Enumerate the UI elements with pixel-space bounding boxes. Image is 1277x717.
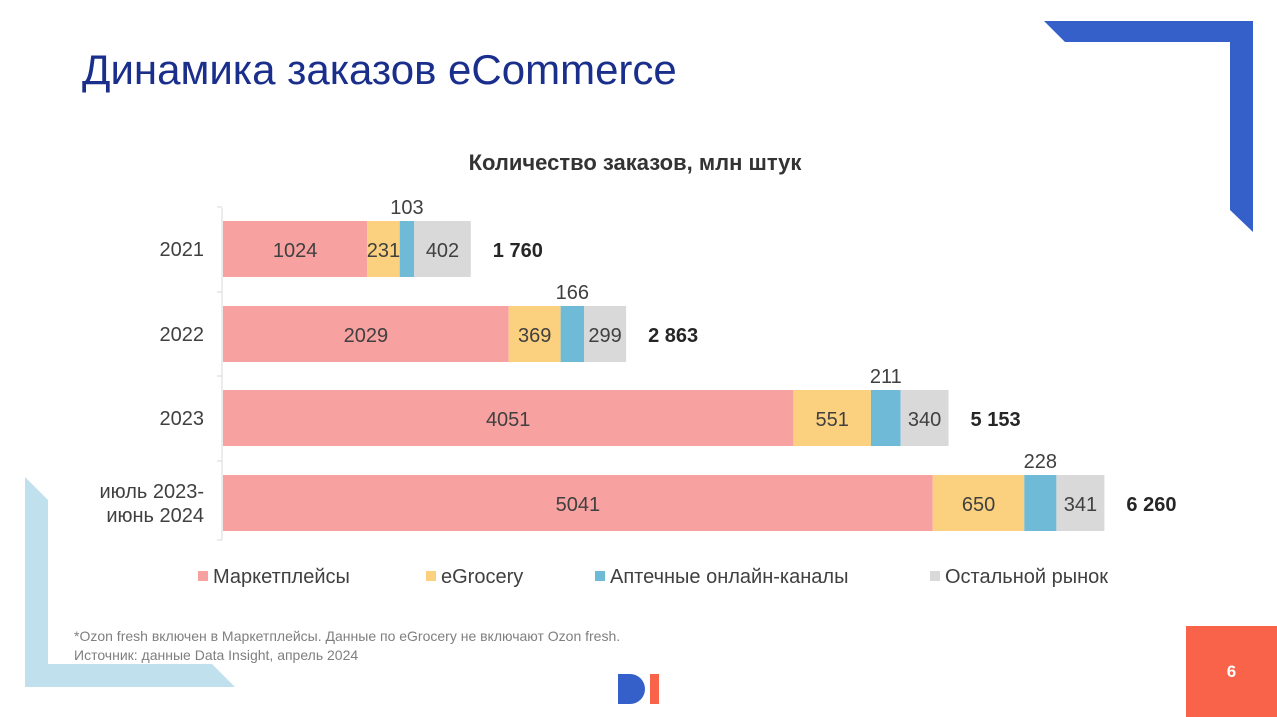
bar-segment [399, 221, 415, 277]
data-label: 340 [908, 409, 941, 431]
bar-segment [223, 221, 368, 277]
total-label: 5 153 [971, 409, 1021, 431]
data-label: 341 [1064, 494, 1097, 516]
slide-title: Динамика заказов eCommerce [82, 46, 677, 93]
legend-item: Аптечные онлайн-каналы [595, 566, 848, 589]
chart-title: Количество заказов, млн штук [468, 150, 802, 175]
data-label: 299 [588, 325, 621, 347]
data-insight-logo [618, 674, 659, 704]
legend-label: Остальной рынок [945, 566, 1109, 588]
bar-segment [414, 221, 471, 277]
legend-label: Маркетплейсы [213, 566, 350, 588]
bar-segment [367, 221, 400, 277]
bar-segment [508, 306, 561, 362]
category-label: 2023 [160, 408, 205, 430]
legend-swatch [198, 571, 208, 581]
legend-item: eGrocery [426, 566, 523, 589]
data-label: 402 [426, 240, 459, 262]
bar-segment [223, 390, 794, 446]
data-label: 231 [367, 240, 400, 262]
bar-segment [1024, 475, 1057, 531]
data-label: 5041 [556, 494, 601, 516]
data-label: 103 [390, 197, 423, 219]
bar-segment [223, 475, 933, 531]
legend-label: Аптечные онлайн-каналы [610, 566, 849, 588]
total-label: 2 863 [648, 325, 698, 347]
category-label: 2022 [160, 324, 205, 346]
bar-segment [900, 390, 949, 446]
data-label: 228 [1024, 451, 1057, 473]
legend-item: Маркетплейсы [198, 566, 350, 589]
footnote-source: Источник: данные Data Insight, апрель 20… [74, 647, 359, 663]
bar-segment [793, 390, 871, 446]
footnote-note: *Ozon fresh включен в Маркетплейсы. Данн… [74, 628, 621, 644]
category-label: июль 2023-июнь 2024 [99, 481, 204, 527]
data-label: 166 [556, 282, 589, 304]
legend-swatch [426, 571, 436, 581]
legend-swatch [930, 571, 940, 581]
legend-label: eGrocery [441, 566, 524, 588]
legend-swatch [595, 571, 605, 581]
bar-segment [1056, 475, 1105, 531]
bar-segment [223, 306, 509, 362]
data-label: 650 [962, 494, 995, 516]
bar-segment [870, 390, 901, 446]
data-label: 2029 [344, 325, 389, 347]
bar-segment [932, 475, 1025, 531]
chart-legend: Маркетплейсы eGrocery Аптечные онлайн-кана… [0, 566, 1277, 594]
data-label: 211 [870, 366, 902, 388]
data-label: 551 [815, 409, 848, 431]
footnote: *Ozon fresh включен в Маркетплейсы. Данн… [74, 627, 620, 665]
data-label: 4051 [486, 409, 531, 431]
page-number: 6 [1186, 626, 1277, 717]
legend-item: Остальной рынок [930, 566, 1108, 589]
total-label: 6 260 [1126, 494, 1176, 516]
data-label: 369 [518, 325, 551, 347]
data-label: 1024 [273, 240, 318, 262]
bar-segment [560, 306, 585, 362]
bar-segment [584, 306, 627, 362]
total-label: 1 760 [493, 240, 543, 262]
category-label: 2021 [160, 239, 205, 261]
